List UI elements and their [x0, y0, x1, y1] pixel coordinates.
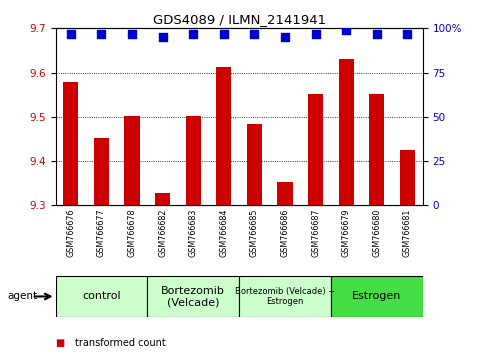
Point [98, 31, 105, 36]
Point [189, 31, 197, 36]
Text: GSM766687: GSM766687 [311, 209, 320, 257]
Text: Bortezomib (Velcade) +
Estrogen: Bortezomib (Velcade) + Estrogen [235, 287, 335, 306]
Bar [400, 150, 415, 205]
Point [281, 34, 289, 40]
Text: GSM766682: GSM766682 [158, 209, 167, 257]
Text: GSM766677: GSM766677 [97, 209, 106, 257]
Bar [339, 59, 354, 205]
Text: agent: agent [7, 291, 37, 302]
Point [403, 31, 411, 36]
Point [128, 31, 136, 36]
Title: GDS4089 / ILMN_2141941: GDS4089 / ILMN_2141941 [153, 13, 326, 26]
Point [312, 31, 319, 36]
Point [159, 34, 167, 40]
Point [67, 31, 75, 36]
Bar [56, 276, 147, 317]
Bar [216, 67, 231, 205]
Bar [125, 116, 140, 205]
Text: Estrogen: Estrogen [352, 291, 401, 302]
Text: GSM766679: GSM766679 [341, 209, 351, 257]
Bar [147, 276, 239, 317]
Bar [308, 94, 323, 205]
Point [251, 31, 258, 36]
Bar [155, 193, 170, 205]
Text: GSM766684: GSM766684 [219, 209, 228, 257]
Bar [331, 276, 423, 317]
Bar [63, 82, 78, 205]
Point [342, 27, 350, 33]
Text: transformed count: transformed count [75, 338, 166, 348]
Text: GSM766680: GSM766680 [372, 209, 381, 257]
Text: GSM766683: GSM766683 [189, 209, 198, 257]
Text: Bortezomib
(Velcade): Bortezomib (Velcade) [161, 286, 225, 307]
Text: GSM766676: GSM766676 [66, 209, 75, 257]
Bar [277, 182, 293, 205]
Bar [94, 138, 109, 205]
Text: ■: ■ [56, 338, 65, 348]
Text: GSM766678: GSM766678 [128, 209, 137, 257]
Bar [247, 124, 262, 205]
Point [220, 31, 227, 36]
Text: GSM766681: GSM766681 [403, 209, 412, 257]
Text: GSM766686: GSM766686 [281, 209, 289, 257]
Point [373, 31, 381, 36]
Bar [185, 116, 201, 205]
Bar [239, 276, 331, 317]
Bar [369, 94, 384, 205]
Text: GSM766685: GSM766685 [250, 209, 259, 257]
Text: control: control [82, 291, 121, 302]
